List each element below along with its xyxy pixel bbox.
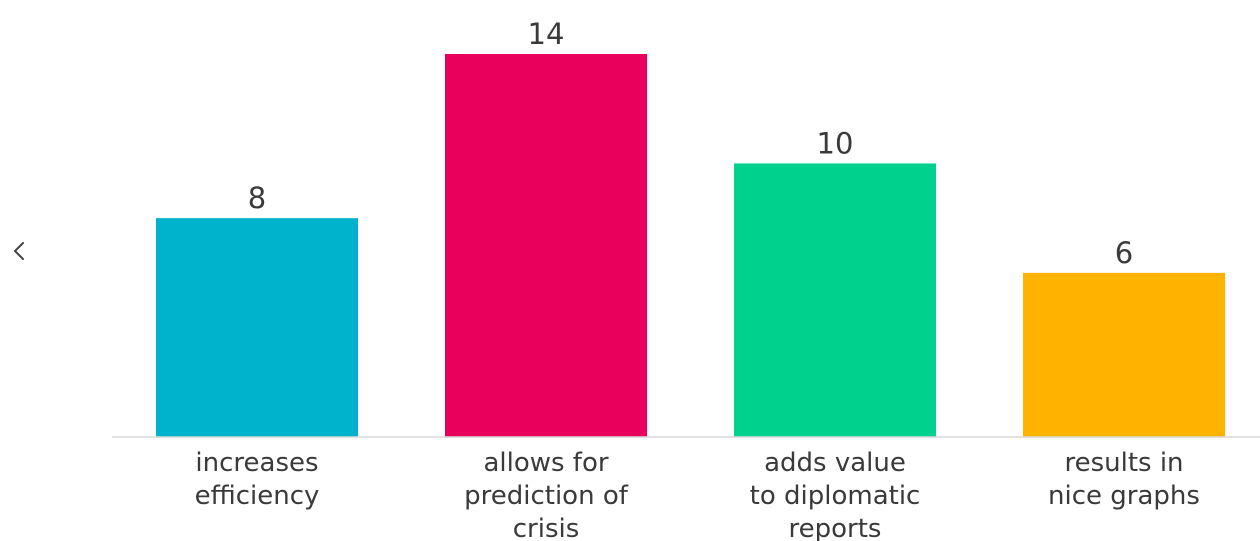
value-label-2: 10 — [817, 126, 854, 160]
category-label-line: nice graphs — [1048, 481, 1200, 511]
value-label-0: 8 — [248, 181, 266, 215]
bar-1 — [445, 54, 647, 437]
category-label-line: allows for — [483, 448, 608, 478]
category-label-line: efficiency — [195, 481, 320, 511]
chevron-left-icon — [14, 242, 24, 260]
category-label-line: increases — [195, 448, 318, 478]
bar-0 — [156, 218, 358, 437]
category-label-line: to diplomatic — [750, 481, 921, 511]
previous-button[interactable] — [6, 234, 32, 268]
category-labels-group: increases efficiency allows for prediction … — [195, 448, 1200, 541]
category-label-3: results in nice graphs — [1048, 448, 1200, 511]
category-label-line: prediction of — [464, 481, 629, 511]
bar-2 — [734, 163, 936, 437]
category-label-line: crisis — [513, 514, 580, 541]
value-labels-group: 8 14 10 6 — [248, 17, 1133, 270]
category-label-1: allows for prediction of crisis — [464, 448, 629, 541]
category-label-line: adds value — [764, 448, 906, 478]
value-label-1: 14 — [528, 17, 565, 51]
category-label-2: adds value to diplomatic reports — [750, 448, 921, 541]
category-label-0: increases efficiency — [195, 448, 320, 511]
bar-3 — [1023, 272, 1225, 437]
category-label-line: results in — [1064, 448, 1183, 478]
value-label-3: 6 — [1115, 236, 1133, 270]
category-label-line: reports — [789, 514, 882, 541]
bars-group — [156, 54, 1225, 437]
